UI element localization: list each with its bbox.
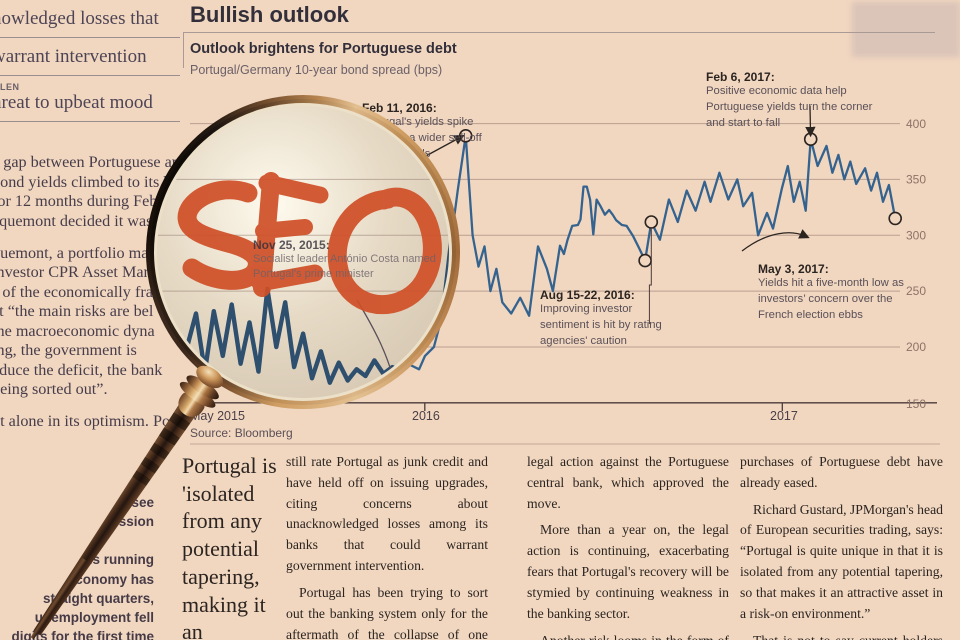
svg-text:2017: 2017 <box>770 409 798 423</box>
svg-text:300: 300 <box>906 229 926 243</box>
svg-text:350: 350 <box>906 173 926 187</box>
svg-text:2016: 2016 <box>412 409 440 423</box>
svg-text:200: 200 <box>906 340 926 354</box>
svg-text:400: 400 <box>906 117 926 131</box>
svg-text:150: 150 <box>906 397 926 411</box>
